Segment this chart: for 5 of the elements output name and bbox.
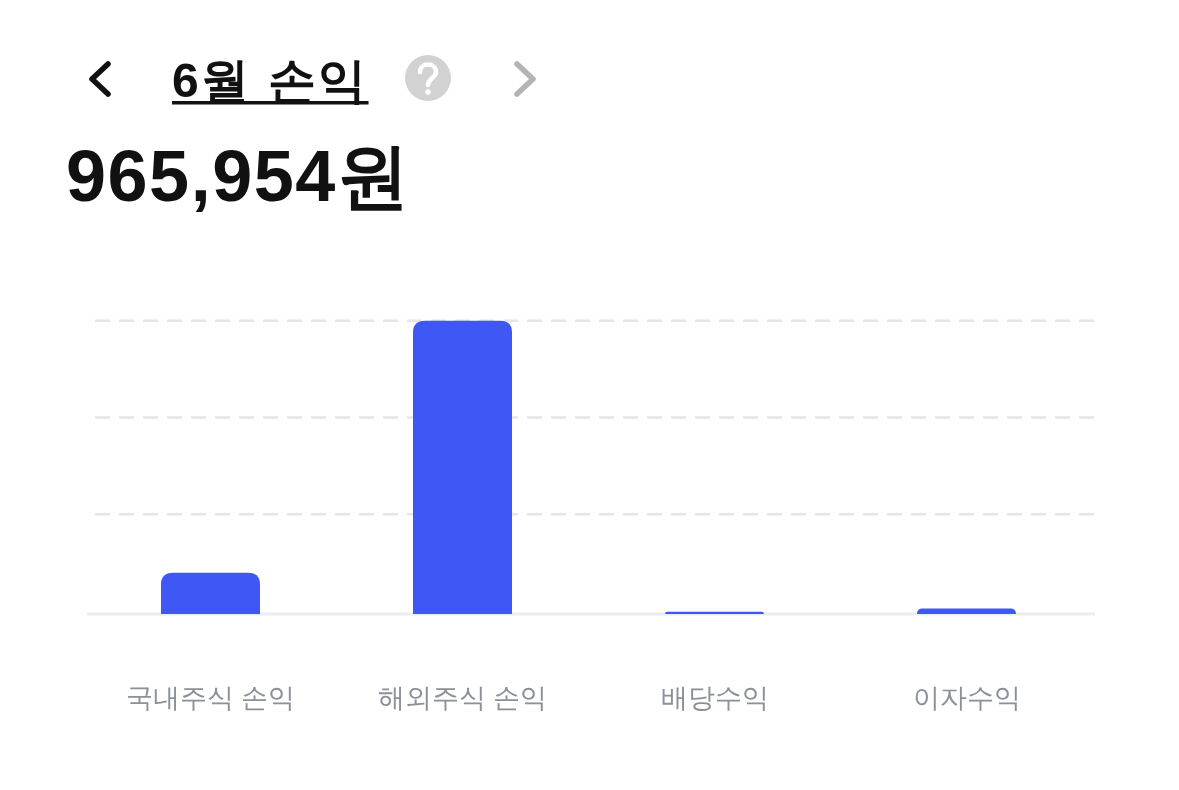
- x-tick-label: 이자수익: [912, 683, 1021, 713]
- x-tick-label: 배당수익: [660, 683, 769, 713]
- chart-subtitle: 965,954원: [66, 136, 411, 216]
- x-tick-label: 국내주식 손익: [125, 683, 296, 713]
- x-tick-label: 해외주식 손익: [377, 683, 548, 713]
